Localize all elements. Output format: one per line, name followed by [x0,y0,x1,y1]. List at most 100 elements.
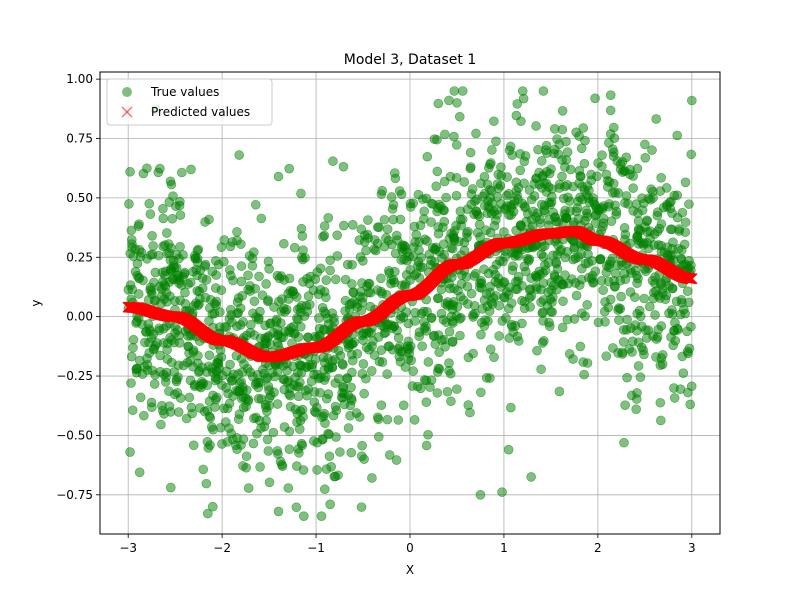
true-value-point [525,284,536,294]
true-value-point [476,387,486,398]
true-value-point [123,285,134,295]
true-value-point [579,158,590,169]
true-value-point [645,233,655,244]
true-value-point [512,99,523,109]
true-value-point [422,306,432,317]
true-value-point [647,275,658,286]
true-value-point [289,242,300,253]
true-value-point [384,450,395,460]
true-value-point [428,199,438,209]
true-value-point [597,150,607,160]
true-value-point [347,339,358,349]
true-value-point [161,288,172,298]
true-value-point [590,93,600,104]
true-value-point [613,305,623,315]
true-value-point [292,461,302,471]
true-value-point [372,222,383,232]
true-value-point [389,321,399,332]
true-value-point [544,197,554,208]
true-value-point [578,357,589,367]
true-value-point [347,355,358,366]
true-value-point [174,200,185,211]
true-value-point [547,307,557,317]
true-value-point [335,447,345,457]
true-value-point [142,353,152,364]
true-value-point [633,361,644,371]
true-value-point [487,145,497,155]
true-value-point [676,245,687,255]
true-value-point [580,135,590,146]
true-value-point [160,240,170,250]
true-value-point [309,397,320,407]
true-value-point [126,235,137,245]
true-value-point [343,390,354,401]
true-value-point [382,369,392,379]
true-value-point [480,315,490,325]
true-value-point [541,140,552,151]
true-value-point [249,296,260,307]
true-value-point [664,308,674,319]
true-value-point [655,360,666,370]
true-value-point [185,277,196,288]
true-value-point [565,164,576,175]
true-value-point [422,151,433,162]
true-value-point [421,321,431,332]
true-value-point [610,187,620,198]
true-value-point [386,278,396,289]
true-value-point [337,359,348,369]
true-value-point [393,415,404,425]
true-value-point [683,348,693,359]
true-value-point [215,345,226,355]
true-value-point [330,378,341,388]
true-value-point [670,317,680,328]
true-value-point [323,389,334,399]
true-value-point [431,242,441,253]
true-value-point [332,251,343,261]
true-value-point [205,440,215,450]
true-value-point [143,295,154,305]
true-value-point [440,129,450,140]
true-value-point [631,404,641,415]
true-value-point [250,199,261,210]
true-value-point [140,337,150,348]
true-value-point [388,214,399,225]
true-value-point [639,349,649,360]
x-axis-label: X [406,563,414,577]
true-value-point [190,250,200,261]
true-value-point [554,183,565,193]
true-value-point [600,297,610,307]
true-value-point [338,161,349,172]
true-value-point [273,171,284,182]
true-value-point [299,311,310,321]
true-value-point [638,240,649,250]
x-tick-label: 0 [406,541,414,555]
true-value-point [147,231,157,241]
true-value-point [595,254,605,265]
true-value-point [433,222,443,232]
legend: True values Predicted values [106,78,273,126]
true-value-point [219,403,229,414]
true-value-point [171,374,182,385]
true-value-point [499,227,509,237]
true-value-point [367,473,377,483]
true-value-point [326,461,336,472]
true-value-point [245,286,255,296]
true-value-point [175,241,185,252]
true-value-point [184,348,194,359]
true-value-point [396,242,407,253]
true-value-point [139,410,149,421]
true-value-point [526,194,537,205]
true-value-point [481,373,492,383]
true-value-point [325,255,335,266]
true-value-point [356,502,367,512]
true-value-point [131,367,142,378]
true-value-point [433,330,444,340]
true-value-point [603,276,614,287]
true-value-point [409,221,420,232]
true-value-point [452,301,463,312]
true-value-point [669,393,680,403]
true-value-point [474,278,485,288]
true-value-point [297,440,308,451]
true-value-point [213,259,224,270]
true-value-point [142,163,152,174]
